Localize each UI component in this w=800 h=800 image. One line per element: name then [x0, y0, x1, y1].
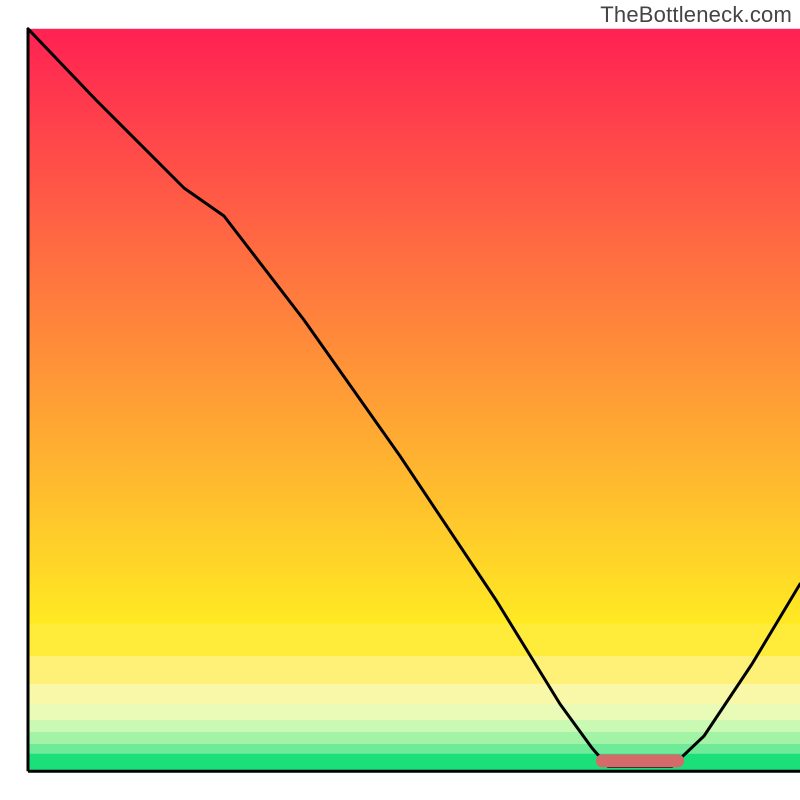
chart-background — [28, 29, 800, 771]
optimum-marker — [596, 754, 684, 767]
bottleneck-curve-chart — [0, 0, 800, 800]
chart-root: TheBottleneck.com — [0, 0, 800, 800]
